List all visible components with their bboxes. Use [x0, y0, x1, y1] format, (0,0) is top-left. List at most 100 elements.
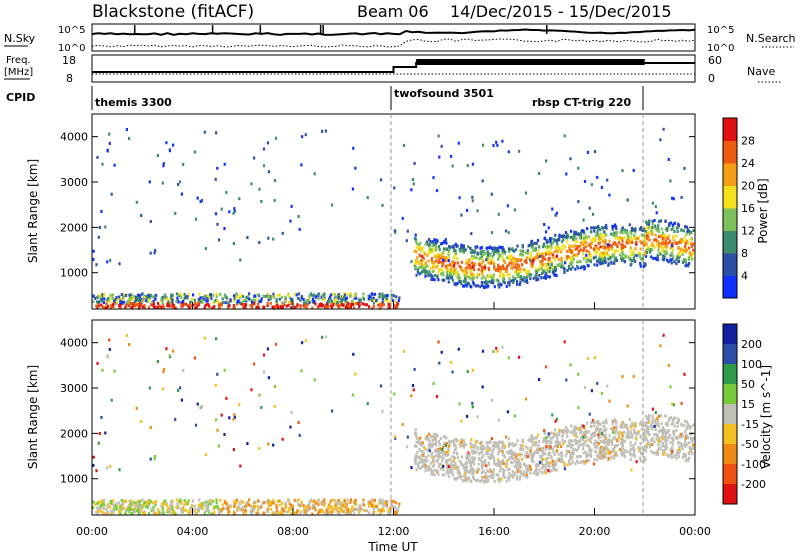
heatmap-cell: [145, 296, 149, 299]
heatmap-cell: [193, 298, 196, 302]
heatmap-cell: [428, 270, 431, 274]
heatmap-cell: [676, 242, 679, 246]
heatmap-cell: [326, 303, 329, 307]
heatmap-cell: [606, 178, 609, 182]
heatmap-cell: [270, 294, 273, 298]
heatmap-cell: [470, 456, 473, 460]
heatmap-cell: [438, 260, 441, 264]
heatmap-cell: [95, 469, 98, 473]
heatmap-cell: [391, 505, 394, 509]
heatmap-cell: [203, 511, 206, 515]
heatmap-cell: [556, 445, 559, 449]
heatmap-cell: [532, 442, 535, 446]
heatmap-cell: [555, 444, 558, 448]
heatmap-cell: [448, 274, 452, 278]
heatmap-cell: [557, 458, 560, 462]
heatmap-cell: [434, 468, 437, 472]
heatmap-cell: [372, 301, 375, 305]
heatmap-cell: [551, 253, 554, 257]
heatmap-cell: [538, 245, 541, 249]
heatmap-cell: [681, 432, 684, 436]
heatmap-cell: [281, 512, 284, 516]
heatmap-cell: [106, 298, 109, 302]
heatmap-cell: [353, 500, 356, 504]
heatmap-cell: [684, 433, 687, 437]
heatmap-cell: [152, 302, 155, 306]
heatmap-cell: [558, 235, 561, 239]
heatmap-cell: [594, 431, 597, 435]
heatmap-cell: [510, 448, 513, 452]
heatmap-cell: [512, 451, 515, 455]
heatmap-cell: [466, 275, 469, 279]
heatmap-cell: [529, 449, 532, 453]
heatmap-cell: [355, 302, 358, 306]
freq-tick-top: 18: [62, 54, 76, 67]
heatmap-cell: [451, 164, 454, 168]
heatmap-cell: [125, 128, 128, 131]
heatmap-cell: [489, 448, 492, 452]
heatmap-cell: [383, 298, 386, 302]
heatmap-cell: [397, 505, 400, 509]
colorbar-tick: -200: [741, 478, 766, 491]
heatmap-cell: [540, 447, 544, 451]
heatmap-cell: [569, 248, 572, 252]
heatmap-cell: [433, 238, 436, 242]
heatmap-cell: [534, 469, 537, 473]
heatmap-cell: [687, 451, 690, 454]
heatmap-cell: [204, 247, 207, 251]
heatmap-cell: [431, 455, 434, 459]
heatmap-cell: [585, 444, 588, 448]
heatmap-cell: [471, 459, 474, 463]
heatmap-cell: [154, 455, 157, 458]
heatmap-cell: [512, 258, 515, 262]
heatmap-cell: [619, 230, 622, 234]
heatmap-cell: [606, 439, 609, 443]
heatmap-cell: [563, 261, 567, 265]
heatmap-cell: [315, 500, 318, 504]
heatmap-cell: [555, 211, 558, 215]
heatmap-cell: [587, 438, 590, 442]
heatmap-cell: [194, 423, 198, 427]
heatmap-cell: [183, 302, 186, 306]
heatmap-cell: [304, 507, 307, 511]
heatmap-cell: [415, 260, 418, 264]
heatmap-cell: [97, 441, 100, 445]
heatmap-cell: [262, 164, 266, 168]
heatmap-cell: [381, 498, 384, 502]
heatmap-cell: [644, 435, 647, 439]
heatmap-cell: [444, 444, 447, 448]
heatmap-cell: [278, 297, 281, 301]
heatmap-cell: [597, 225, 600, 229]
heatmap-cell: [468, 276, 471, 280]
heatmap-cell: [144, 299, 148, 303]
heatmap-cell: [431, 261, 434, 265]
heatmap-cell: [414, 237, 417, 241]
heatmap-cell: [314, 302, 317, 306]
heatmap-cell: [589, 257, 592, 261]
heatmap-cell: [552, 255, 555, 259]
heatmap-cell: [422, 266, 425, 270]
heatmap-cell: [331, 409, 334, 413]
heatmap-cell: [689, 252, 692, 256]
heatmap-cell: [650, 450, 653, 454]
heatmap-cell: [443, 247, 446, 251]
heatmap-cell: [98, 226, 101, 229]
heatmap-cell: [165, 296, 168, 300]
heatmap-cell: [577, 249, 581, 253]
heatmap-cell: [549, 252, 552, 256]
heatmap-cell: [443, 278, 446, 282]
heatmap-cell: [611, 449, 615, 453]
heatmap-cell: [433, 432, 436, 436]
heatmap-cell: [633, 253, 636, 257]
heatmap-cell: [429, 434, 432, 438]
heatmap-cell: [486, 448, 490, 452]
heatmap-cell: [160, 504, 163, 508]
heatmap-cell: [606, 449, 609, 453]
heatmap-cell: [612, 431, 615, 434]
heatmap-cell: [361, 296, 364, 300]
heatmap-cell: [632, 249, 635, 253]
heatmap-cell: [487, 268, 491, 272]
heatmap-cell: [547, 244, 550, 248]
heatmap-cell: [130, 502, 133, 506]
heatmap-cell: [162, 510, 165, 514]
